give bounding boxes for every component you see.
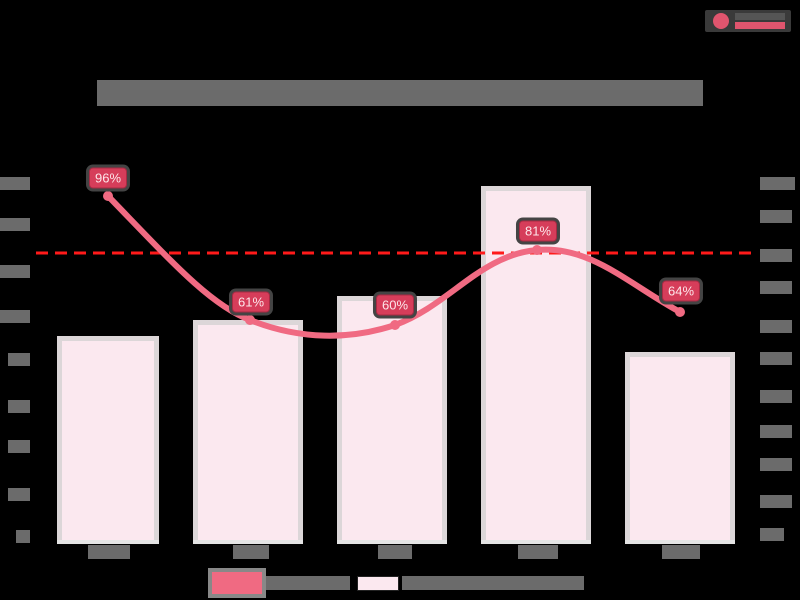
legend-bar-label[interactable]: [redacted]	[402, 576, 584, 590]
data-label-2: 61%	[231, 291, 271, 313]
data-label-4: 81%	[518, 220, 558, 242]
logo-icon	[713, 13, 729, 29]
point-2	[245, 315, 255, 325]
legend-bar-swatch[interactable]	[357, 576, 399, 591]
legend-line-swatch[interactable]	[212, 572, 262, 594]
x-label-3: [cat3]	[378, 545, 412, 559]
point-4	[532, 245, 542, 255]
point-5	[675, 307, 685, 317]
data-label-1: 96%	[88, 167, 128, 189]
x-label-1: [cat1]	[88, 545, 130, 559]
data-label-5: 64%	[661, 280, 701, 302]
legend-line-label[interactable]: [redacted]	[266, 576, 350, 590]
data-label-3: 60%	[375, 294, 415, 316]
x-label-4: [cat4]	[518, 545, 558, 559]
point-1	[103, 191, 113, 201]
bar-4[interactable]	[481, 186, 591, 544]
bar-1[interactable]	[57, 336, 159, 544]
bar-2[interactable]	[193, 320, 303, 544]
x-label-2: [cat2]	[233, 545, 269, 559]
x-label-5: [cat5]	[662, 545, 700, 559]
bar-5[interactable]	[625, 352, 735, 544]
point-3	[390, 320, 400, 330]
brand-logo	[705, 10, 791, 32]
chart-title: [redacted chart title]	[97, 80, 703, 106]
